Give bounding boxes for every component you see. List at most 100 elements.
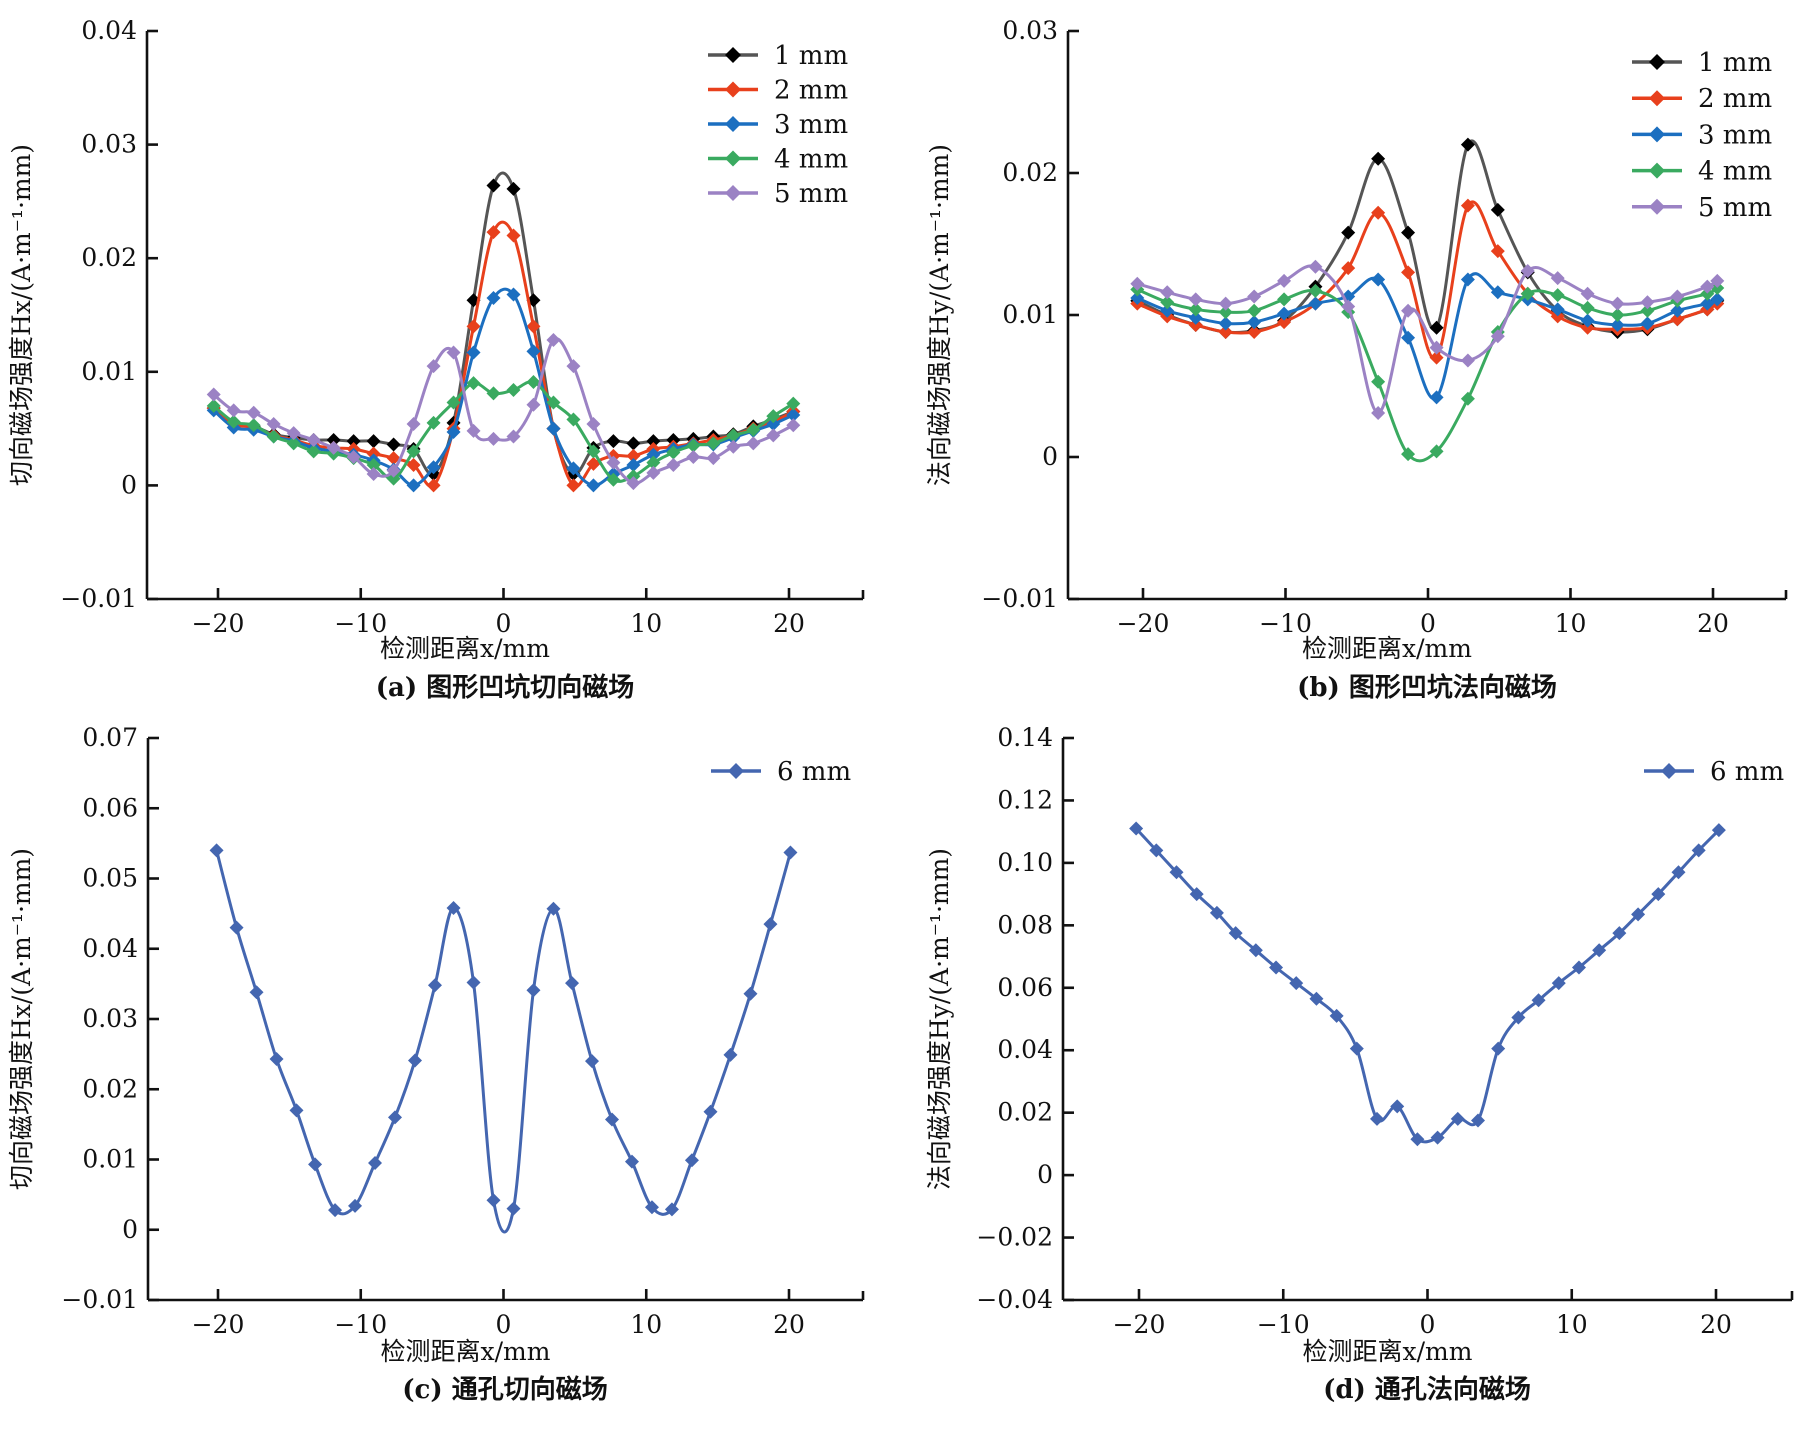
data-point-marker xyxy=(326,440,341,455)
data-point-marker xyxy=(328,1203,343,1218)
data-point-marker xyxy=(684,1153,699,1168)
data-point-marker xyxy=(526,319,541,334)
data-point-marker xyxy=(1612,926,1627,941)
data-point-marker xyxy=(446,901,461,916)
legend-entry: 3 mm xyxy=(708,110,848,140)
x-tick-label: 20 xyxy=(1697,609,1729,638)
data-point-marker xyxy=(506,429,521,444)
data-point-marker xyxy=(1401,330,1416,345)
legend-marker xyxy=(725,185,741,201)
y-tick-label: 0.01 xyxy=(1002,300,1058,329)
panel-caption: (b) 图形凹坑法向磁场 xyxy=(1297,672,1557,703)
x-tick-label: −10 xyxy=(334,1310,387,1339)
y-tick-label: 0.08 xyxy=(997,910,1053,939)
data-point-marker xyxy=(1580,300,1595,315)
data-point-marker xyxy=(1429,390,1444,405)
x-tick-label: −20 xyxy=(192,609,245,638)
data-point-marker xyxy=(1371,405,1386,420)
data-point-marker xyxy=(1511,1010,1526,1025)
data-point-marker xyxy=(766,409,781,424)
data-point-marker xyxy=(1160,303,1175,318)
series-3-mm xyxy=(1130,272,1725,405)
data-point-marker xyxy=(426,478,441,493)
data-point-marker xyxy=(426,359,441,374)
data-point-marker xyxy=(1277,292,1292,307)
data-point-marker xyxy=(506,287,521,302)
data-point-marker xyxy=(1711,823,1726,838)
y-tick-label: 0.05 xyxy=(82,864,138,893)
data-point-marker xyxy=(1700,296,1715,311)
legend-marker xyxy=(1649,198,1665,215)
data-point-marker xyxy=(1491,1041,1506,1056)
y-tick-label: 0 xyxy=(1042,442,1058,471)
data-point-marker xyxy=(1149,843,1164,858)
data-point-marker xyxy=(1248,943,1263,958)
series-line xyxy=(215,848,792,1234)
data-point-marker xyxy=(1520,263,1535,278)
data-point-marker xyxy=(666,457,681,472)
x-tick-label: 0 xyxy=(496,609,512,638)
data-point-marker xyxy=(1460,391,1475,406)
data-point-marker xyxy=(1188,317,1203,332)
data-point-marker xyxy=(726,439,741,454)
data-point-marker xyxy=(586,417,601,432)
y-tick-label: −0.02 xyxy=(976,1223,1053,1252)
x-tick-label: 20 xyxy=(1700,1310,1732,1339)
data-point-marker xyxy=(426,415,441,430)
data-point-marker xyxy=(1460,198,1475,213)
x-tick-label: 0 xyxy=(496,1310,512,1339)
data-point-marker xyxy=(1700,279,1715,294)
y-axis-label: 切向磁场强度Hx/(A·m⁻¹·mm) xyxy=(7,848,36,1190)
legend-entry: 6 mm xyxy=(1644,757,1784,787)
series-line xyxy=(1134,827,1721,1144)
x-tick-label: −20 xyxy=(1117,609,1170,638)
series-line xyxy=(212,380,795,483)
panel-caption: (a) 图形凹坑切向磁场 xyxy=(376,672,635,703)
data-point-marker xyxy=(1160,295,1175,310)
data-point-marker xyxy=(1631,907,1646,922)
legend-marker xyxy=(1649,90,1665,107)
series-4-mm xyxy=(1130,281,1725,463)
data-point-marker xyxy=(1130,290,1145,305)
data-point-marker xyxy=(1401,265,1416,280)
data-point-marker xyxy=(1277,315,1292,330)
data-point-marker xyxy=(229,920,244,935)
data-point-marker xyxy=(1247,289,1262,304)
data-point-marker xyxy=(388,1110,403,1125)
data-point-marker xyxy=(1218,305,1233,320)
data-point-marker xyxy=(486,225,501,240)
series-1-mm xyxy=(1130,137,1725,340)
data-point-marker xyxy=(486,290,501,305)
data-point-marker xyxy=(526,983,541,998)
data-point-marker xyxy=(1670,303,1685,318)
data-point-marker xyxy=(226,414,241,429)
legend-entry: 6 mm xyxy=(711,757,851,787)
data-point-marker xyxy=(406,478,421,493)
data-point-marker xyxy=(406,457,421,472)
data-point-marker xyxy=(486,178,501,193)
data-point-marker xyxy=(1308,296,1323,311)
data-point-marker xyxy=(686,450,701,464)
data-point-marker xyxy=(1401,303,1416,318)
x-tick-label: −20 xyxy=(1113,1310,1166,1339)
data-point-marker xyxy=(466,975,481,990)
y-tick-label: 0.03 xyxy=(82,1004,138,1033)
legend-marker xyxy=(725,116,741,132)
data-point-marker xyxy=(1218,325,1233,340)
data-point-marker xyxy=(366,457,381,472)
data-point-marker xyxy=(1349,1041,1364,1056)
data-point-marker xyxy=(1460,272,1475,287)
data-point-marker xyxy=(1209,905,1224,920)
panel-d-normal-hole: −0.04 −0.02 0 0.02 0.04 0.06 0.08 0.10 0.12 0.14 −… xyxy=(925,723,1794,1405)
data-point-marker xyxy=(1610,296,1625,311)
data-point-marker xyxy=(624,1154,639,1169)
data-point-marker xyxy=(466,345,481,360)
data-point-marker xyxy=(723,1047,738,1062)
data-point-marker xyxy=(246,405,261,420)
data-point-marker xyxy=(526,375,541,390)
data-point-marker xyxy=(1691,843,1706,858)
y-tick-label: 0.03 xyxy=(1002,16,1058,45)
y-tick-label: 0.04 xyxy=(82,934,138,963)
x-tick-label: 10 xyxy=(630,1310,662,1339)
data-point-marker xyxy=(706,451,721,466)
